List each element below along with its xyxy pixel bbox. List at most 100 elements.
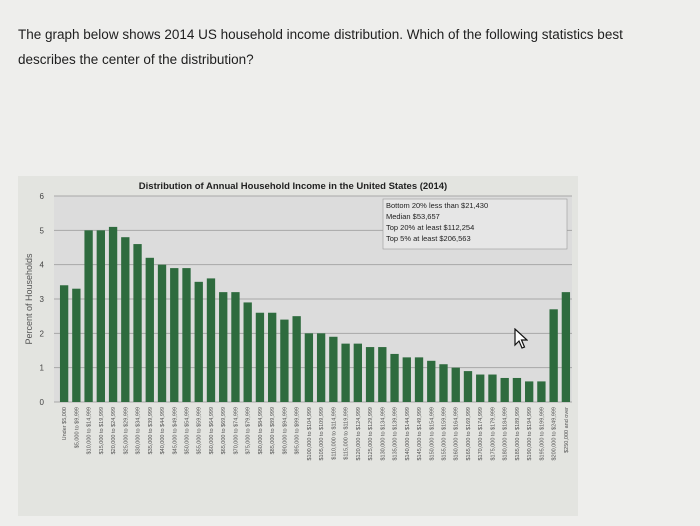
x-tick-label: $35,000 to $39,999 — [148, 407, 154, 454]
bar — [59, 285, 69, 402]
y-tick-label: 1 — [40, 364, 45, 373]
x-tick-label: $145,000 to $149,999 — [417, 407, 423, 461]
x-tick-label: $140,000 to $144,999 — [405, 407, 411, 461]
x-tick-label: $125,000 to $129,999 — [368, 407, 374, 461]
bar — [292, 316, 301, 402]
x-tick-label: $250,000 and over — [564, 407, 570, 453]
bar — [476, 374, 485, 402]
x-tick-label: $15,000 to $19,999 — [99, 407, 105, 454]
annotation-text: Bottom 20% less than $21,430 — [386, 201, 488, 210]
x-tick-label: $85,000 to $89,999 — [270, 407, 276, 454]
bar — [255, 312, 265, 402]
x-tick-label: $90,000 to $94,999 — [282, 407, 288, 454]
x-tick-label: $165,000 to $169,999 — [466, 407, 472, 461]
y-tick-label: 2 — [40, 329, 45, 338]
question-text: The graph below shows 2014 US household … — [18, 27, 623, 67]
x-tick-label: $60,000 to $64,999 — [209, 407, 215, 454]
bar — [194, 281, 203, 402]
income-chart: 0 1 2 3 4 5 6 Percent of Households Distribution… — [18, 176, 578, 516]
x-tick-label: $5,000 to $9,999 — [74, 407, 80, 448]
x-tick-label: $50,000 to $54,999 — [185, 407, 191, 454]
x-tick-label: $115,000 to $119,999 — [344, 407, 350, 460]
x-tick-label: $20,000 to $24,999 — [111, 407, 117, 454]
bar — [280, 319, 289, 402]
bar — [170, 268, 179, 402]
annotation-text: Median $53,657 — [386, 212, 440, 221]
y-tick-label: 6 — [40, 192, 45, 201]
y-tick-label: 0 — [40, 398, 45, 407]
chart-canvas: 0 1 2 3 4 5 6 Percent of Households Distribution… — [24, 181, 572, 461]
chart-title: Distribution of Annual Household Income … — [139, 181, 447, 192]
x-tick-label: $65,000 to $69,999 — [221, 407, 227, 454]
bar — [108, 226, 118, 402]
bar — [500, 377, 509, 402]
bar — [145, 257, 154, 402]
x-tick-label: $200,000 to $249,999 — [552, 407, 558, 461]
x-tick-label: $110,000 to $114,999 — [331, 407, 337, 460]
x-tick-label: $40,000 to $44,999 — [160, 407, 166, 454]
bar — [439, 364, 448, 402]
bar — [157, 264, 167, 402]
bar — [182, 268, 191, 402]
x-tick-label: Under $5,000 — [62, 407, 68, 440]
bar — [329, 336, 338, 402]
y-tick-label: 4 — [40, 261, 45, 270]
bar — [427, 360, 436, 402]
x-tick-label: $170,000 to $174,999 — [478, 407, 484, 461]
bar — [402, 357, 411, 402]
x-tick-label: $190,000 to $194,999 — [527, 407, 533, 461]
bar — [537, 381, 546, 402]
x-tick-label: $70,000 to $74,999 — [233, 407, 239, 454]
x-tick-label: $80,000 to $84,999 — [258, 407, 264, 454]
x-tick-label: $150,000 to $154,999 — [429, 407, 435, 461]
bar — [96, 230, 105, 402]
bar — [206, 278, 216, 402]
x-tick-label: $120,000 to $124,999 — [356, 407, 362, 461]
annotation-text: Top 5% at least $206,563 — [386, 234, 471, 243]
bar — [84, 230, 93, 402]
bar — [488, 374, 497, 402]
x-tick-label: $195,000 to $199,999 — [539, 407, 545, 461]
bar — [365, 347, 375, 402]
x-tick-label: $25,000 to $29,999 — [123, 407, 129, 454]
x-tick-label: $155,000 to $159,999 — [442, 407, 448, 461]
x-tick-label: $180,000 to $184,999 — [503, 407, 509, 461]
y-tick-label: 3 — [40, 295, 45, 304]
x-tick-label: $55,000 to $59,999 — [197, 407, 203, 454]
bar — [304, 333, 314, 402]
bar — [451, 367, 460, 402]
bar — [231, 292, 240, 402]
bar — [268, 312, 277, 402]
bar — [316, 333, 326, 402]
x-tick-label: $105,000 to $109,999 — [319, 407, 325, 461]
bar — [243, 302, 252, 402]
annotation-box — [382, 198, 568, 250]
y-axis-label: Percent of Households — [24, 253, 34, 345]
annotation-text: Top 20% at least $112,254 — [386, 223, 474, 232]
x-tick-label: $30,000 to $34,999 — [136, 407, 142, 454]
bar — [414, 357, 424, 402]
x-tick-label: $160,000 to $164,999 — [454, 407, 460, 461]
bar — [133, 244, 142, 402]
x-tick-label: $175,000 to $179,999 — [490, 407, 496, 461]
bar — [463, 371, 473, 402]
x-tick-label: $100,000 to $104,999 — [307, 407, 313, 461]
x-tick-label: $130,000 to $134,999 — [380, 407, 386, 461]
bar — [353, 343, 362, 402]
x-tick-label: $95,000 to $99,999 — [295, 407, 301, 454]
bar — [512, 377, 522, 402]
x-tick-label: $185,000 to $189,999 — [515, 407, 521, 461]
x-tick-label: $45,000 to $49,999 — [172, 407, 178, 454]
x-tick-label: $135,000 to $139,999 — [393, 407, 399, 461]
y-tick-label: 5 — [40, 226, 45, 235]
bar — [390, 353, 399, 402]
bar — [121, 237, 130, 402]
bar — [561, 292, 571, 402]
mouse-cursor-icon — [514, 328, 528, 349]
bar — [72, 288, 81, 402]
bar — [549, 309, 558, 402]
bar — [525, 381, 534, 402]
bar — [378, 347, 387, 402]
x-tick-label: $10,000 to $14,999 — [87, 407, 93, 454]
bar — [341, 343, 350, 402]
